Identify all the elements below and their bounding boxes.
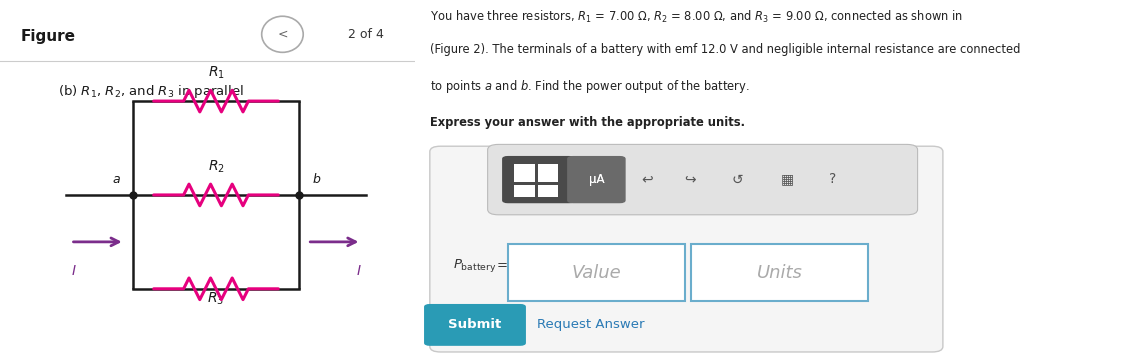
Text: ↺: ↺ [731,173,743,186]
Text: Units: Units [758,264,803,282]
Bar [538,164,559,182]
Text: $P_\mathrm{battery}$: $P_\mathrm{battery}$ [453,257,496,274]
Bar [514,185,535,197]
Text: Figure: Figure [20,29,76,44]
Text: $R_2$: $R_2$ [207,159,224,175]
Text: $R_3$: $R_3$ [207,291,224,307]
Bar [514,164,535,182]
Text: 2 of 4: 2 of 4 [347,28,384,41]
Bar [538,185,559,197]
Text: μA: μA [589,173,604,186]
FancyBboxPatch shape [692,244,868,301]
FancyBboxPatch shape [508,244,685,301]
Text: Express your answer with the appropriate units.: Express your answer with the appropriate… [430,116,745,129]
Text: $R_1$: $R_1$ [207,65,224,81]
Text: $I$: $I$ [356,264,362,278]
Text: $a$: $a$ [112,173,121,186]
Text: <: < [278,28,288,41]
Text: =: = [496,259,508,272]
Text: (b) $R_1$, $R_2$, and $R_3$ in parallel: (b) $R_1$, $R_2$, and $R_3$ in parallel [58,83,244,100]
Text: to points $a$ and $b$. Find the power output of the battery.: to points $a$ and $b$. Find the power ou… [430,78,750,95]
Text: μA: μA [589,173,604,186]
Text: (Figure 2). The terminals of a battery with emf 12.0 V and negligible internal r: (Figure 2). The terminals of a battery w… [430,43,1020,56]
Text: ▦: ▦ [781,173,794,186]
Text: $b$: $b$ [312,172,321,186]
FancyBboxPatch shape [430,146,943,352]
Text: ↪: ↪ [684,173,695,186]
FancyBboxPatch shape [424,304,526,346]
Text: $I$: $I$ [71,264,76,278]
Text: Submit: Submit [448,318,501,331]
Text: Request Answer: Request Answer [537,318,644,331]
FancyBboxPatch shape [487,144,917,215]
Text: ↩: ↩ [641,173,652,186]
FancyBboxPatch shape [502,156,575,203]
Text: Value: Value [571,264,621,282]
Text: ?: ? [830,173,836,186]
Text: You have three resistors, $R_1$ = 7.00 Ω, $R_2$ = 8.00 Ω, and $R_3$ = 9.00 Ω, co: You have three resistors, $R_1$ = 7.00 Ω… [430,9,963,25]
FancyBboxPatch shape [567,156,626,203]
